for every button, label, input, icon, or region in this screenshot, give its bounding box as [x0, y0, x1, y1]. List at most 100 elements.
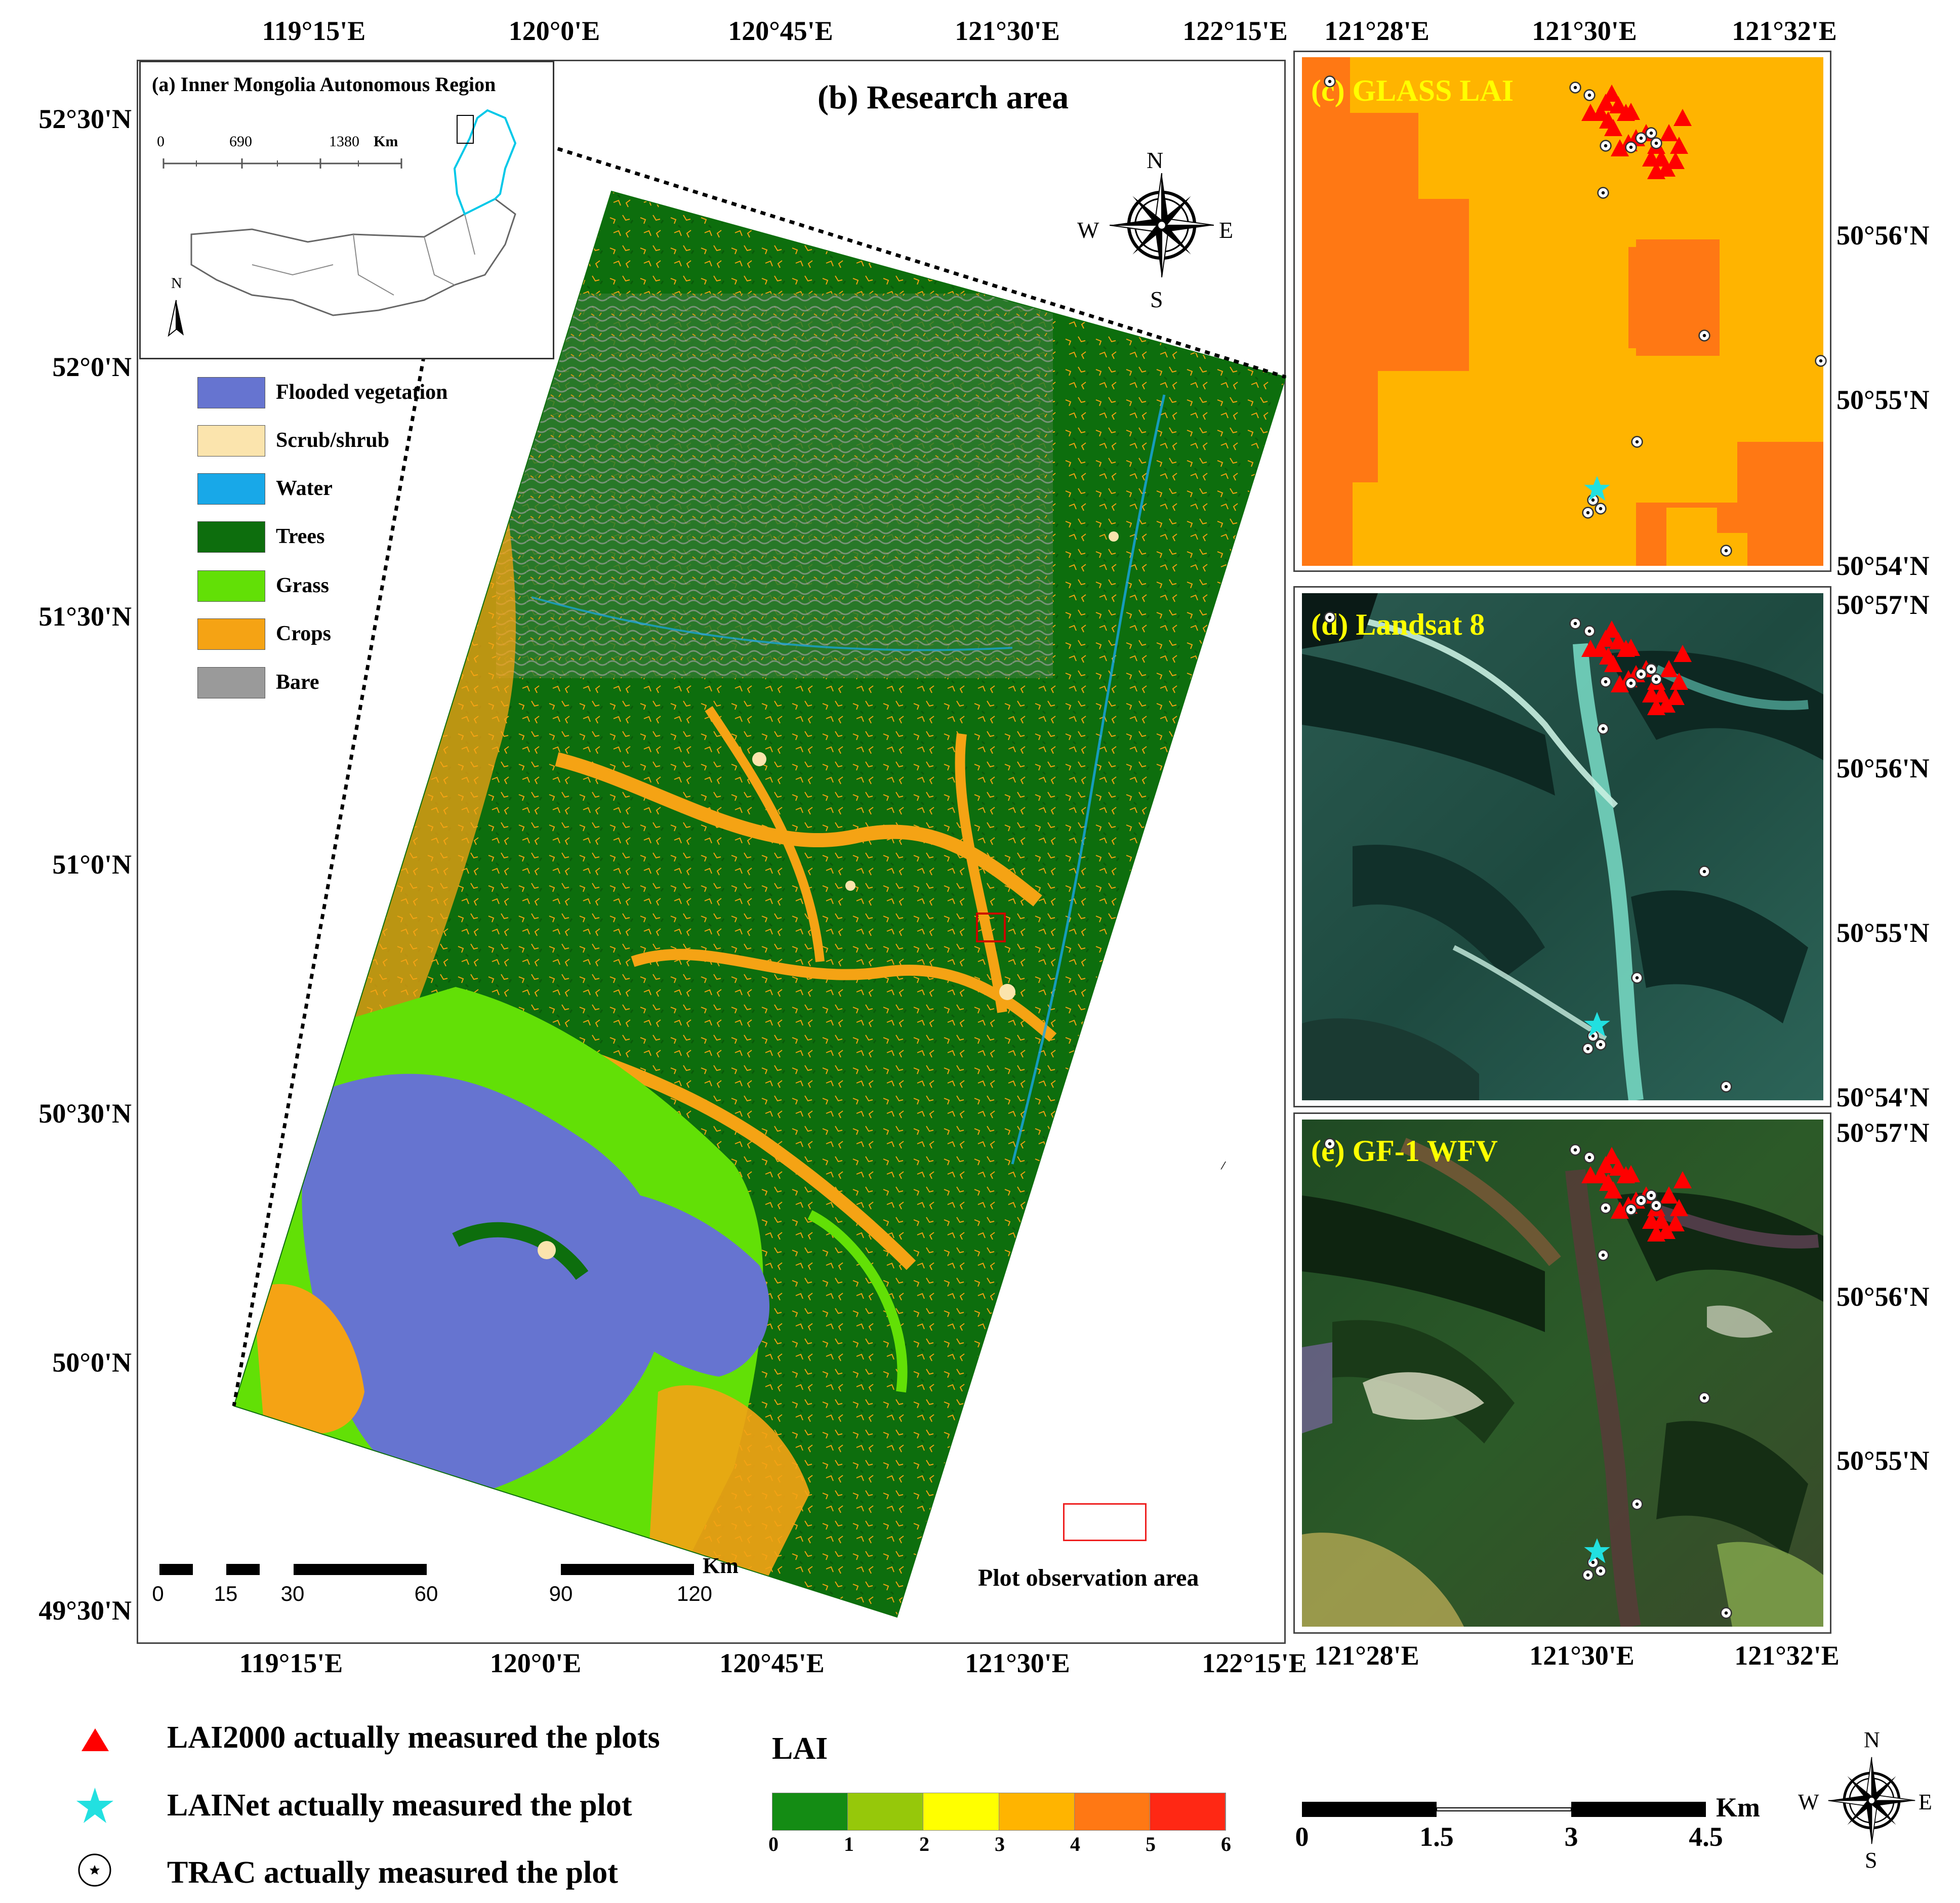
trac-plot-marker[interactable] — [1582, 1043, 1594, 1055]
lat-label: 50°30'N — [38, 1098, 132, 1129]
inset-panel[interactable]: (a) Inner Mongolia Autonomous Region 0 6… — [139, 61, 554, 359]
lai2000-triangle-icon — [81, 1728, 109, 1751]
inset-map-svg — [162, 109, 517, 337]
bottom-compass-w: W — [1798, 1790, 1819, 1814]
lainet-star-icon — [76, 1788, 113, 1823]
trac-plot-marker[interactable] — [1635, 1194, 1647, 1207]
trac-plot-marker[interactable] — [1583, 625, 1596, 637]
lat-label: 51°30'N — [38, 601, 132, 632]
trac-plot-marker[interactable] — [1595, 1565, 1607, 1577]
lai-colorbar-segment — [923, 1793, 999, 1830]
panel-d-lat-label: 50°57'N — [1836, 590, 1930, 620]
bottom-compass-e: E — [1918, 1790, 1932, 1814]
trac-plot-marker[interactable] — [1569, 1144, 1581, 1156]
trac-plot-marker[interactable] — [1645, 127, 1657, 139]
legend-swatch — [197, 618, 265, 650]
trac-plot-marker[interactable] — [1569, 617, 1581, 630]
trac-plot-marker[interactable] — [1583, 1151, 1596, 1164]
panel-bottom-lon-label: 121°32'E — [1734, 1640, 1840, 1671]
lai-tick-label: 0 — [768, 1833, 779, 1855]
trac-plot-marker[interactable] — [1582, 1569, 1594, 1581]
trac-plot-marker[interactable] — [1631, 1498, 1643, 1510]
panel-d-lat-label: 50°56'N — [1836, 753, 1930, 783]
trac-plot-marker[interactable] — [1597, 187, 1609, 199]
panel-plot-markers — [1324, 1138, 1732, 1619]
trac-plot-marker[interactable] — [1569, 81, 1581, 94]
trac-plot-marker[interactable] — [1698, 1392, 1710, 1404]
trac-plot-marker[interactable] — [1600, 1202, 1612, 1214]
legend-label: Trees — [276, 525, 325, 548]
bottom-compass-n: N — [1864, 1727, 1880, 1752]
panel-plot-markers — [1324, 611, 1732, 1093]
lai-colorbar-segment — [848, 1793, 924, 1830]
lai2000-plot-marker[interactable] — [1673, 109, 1692, 126]
panel-e-label: (e) GF-1 WFV — [1311, 1134, 1498, 1168]
trac-plot-marker[interactable] — [1645, 663, 1657, 675]
trac-plot-marker[interactable] — [1698, 329, 1710, 342]
trac-plot-marker[interactable] — [1815, 355, 1827, 367]
lai-tick-label: 5 — [1146, 1833, 1156, 1855]
trac-plot-marker[interactable] — [1650, 673, 1662, 685]
lai2000-plot-marker[interactable] — [1660, 660, 1678, 677]
panel-e-lat-label: 50°57'N — [1836, 1118, 1930, 1148]
lai-colorbar-segment — [772, 1793, 848, 1830]
lai-colorbar — [772, 1793, 1226, 1831]
trac-plot-marker[interactable] — [1720, 1081, 1732, 1093]
legend-swatch — [197, 377, 265, 408]
lai2000-plot-marker[interactable] — [1673, 1171, 1692, 1188]
trac-plot-marker[interactable] — [1597, 1249, 1609, 1261]
legend-swatch — [197, 521, 265, 553]
lai2000-plot-marker[interactable] — [1673, 645, 1692, 662]
trac-plot-marker[interactable] — [1324, 75, 1336, 88]
lat-label: 49°30'N — [38, 1595, 132, 1626]
scalebar-label: 90 — [549, 1582, 573, 1605]
scalebar-label: 60 — [414, 1582, 438, 1605]
legend-swatch — [197, 473, 265, 505]
trac-plot-marker[interactable] — [1595, 503, 1607, 515]
trac-plot-marker[interactable] — [1631, 972, 1643, 984]
plot-area-legend-label: Plot observation area — [978, 1564, 1199, 1591]
trac-plot-marker[interactable] — [1595, 1039, 1607, 1051]
trac-plot-marker[interactable] — [1720, 545, 1732, 557]
lai-tick-label: 4 — [1070, 1833, 1080, 1855]
trac-plot-marker[interactable] — [1635, 668, 1647, 680]
panel-e-lat-label: 50°56'N — [1836, 1281, 1930, 1312]
panel-e-frame — [1293, 1112, 1831, 1634]
panel-c-glass-lai-map[interactable] — [1302, 57, 1823, 566]
lai2000-plot-marker[interactable] — [1660, 124, 1678, 141]
trac-plot-marker[interactable] — [1635, 132, 1647, 144]
zoom-connector-line — [470, 119, 1287, 379]
trac-plot-marker[interactable] — [1720, 1607, 1732, 1619]
lat-label: 50°0'N — [52, 1347, 132, 1378]
inset-scale-label-0: 0 — [157, 133, 165, 150]
research-area-map[interactable]: ⁄ — [0, 0, 1296, 1650]
trac-plot-marker[interactable] — [1600, 676, 1612, 688]
main-map-frame — [137, 60, 1286, 1644]
trac-plot-marker[interactable] — [1625, 1204, 1637, 1216]
trac-plot-marker[interactable] — [1650, 137, 1662, 149]
trac-plot-marker[interactable] — [1650, 1199, 1662, 1212]
trac-plot-marker[interactable] — [1597, 723, 1609, 735]
trac-plot-marker[interactable] — [1645, 1189, 1657, 1202]
panel-e-gf1-image[interactable] — [1302, 1120, 1823, 1627]
panel-d-frame — [1293, 586, 1831, 1107]
compass-n-label: N — [1147, 147, 1164, 173]
bottom-lon-label: 120°45'E — [719, 1648, 825, 1678]
km-scalebar — [1302, 1802, 1706, 1817]
trac-plot-marker[interactable] — [1631, 436, 1643, 448]
trac-plot-marker[interactable] — [1698, 865, 1710, 878]
trac-plot-marker[interactable] — [1625, 677, 1637, 689]
lai2000-plot-marker[interactable] — [1660, 1186, 1678, 1204]
trac-plot-marker[interactable] — [1582, 507, 1594, 519]
trac-plot-marker[interactable] — [1625, 141, 1637, 153]
trac-plot-marker[interactable] — [1324, 1138, 1336, 1150]
trac-plot-marker[interactable] — [1324, 611, 1336, 624]
legend-trac-label: TRAC actually measured the plot — [167, 1855, 618, 1890]
inset-title: (a) Inner Mongolia Autonomous Region — [152, 73, 496, 96]
trac-plot-marker[interactable] — [1600, 140, 1612, 152]
plot-area-marker[interactable] — [976, 913, 1006, 942]
lai-colorbar-segment — [1074, 1793, 1150, 1830]
panel-d-landsat-image[interactable] — [1302, 593, 1823, 1100]
panel-top-lon-label: 121°30'E — [1532, 16, 1637, 46]
trac-plot-marker[interactable] — [1583, 89, 1596, 101]
